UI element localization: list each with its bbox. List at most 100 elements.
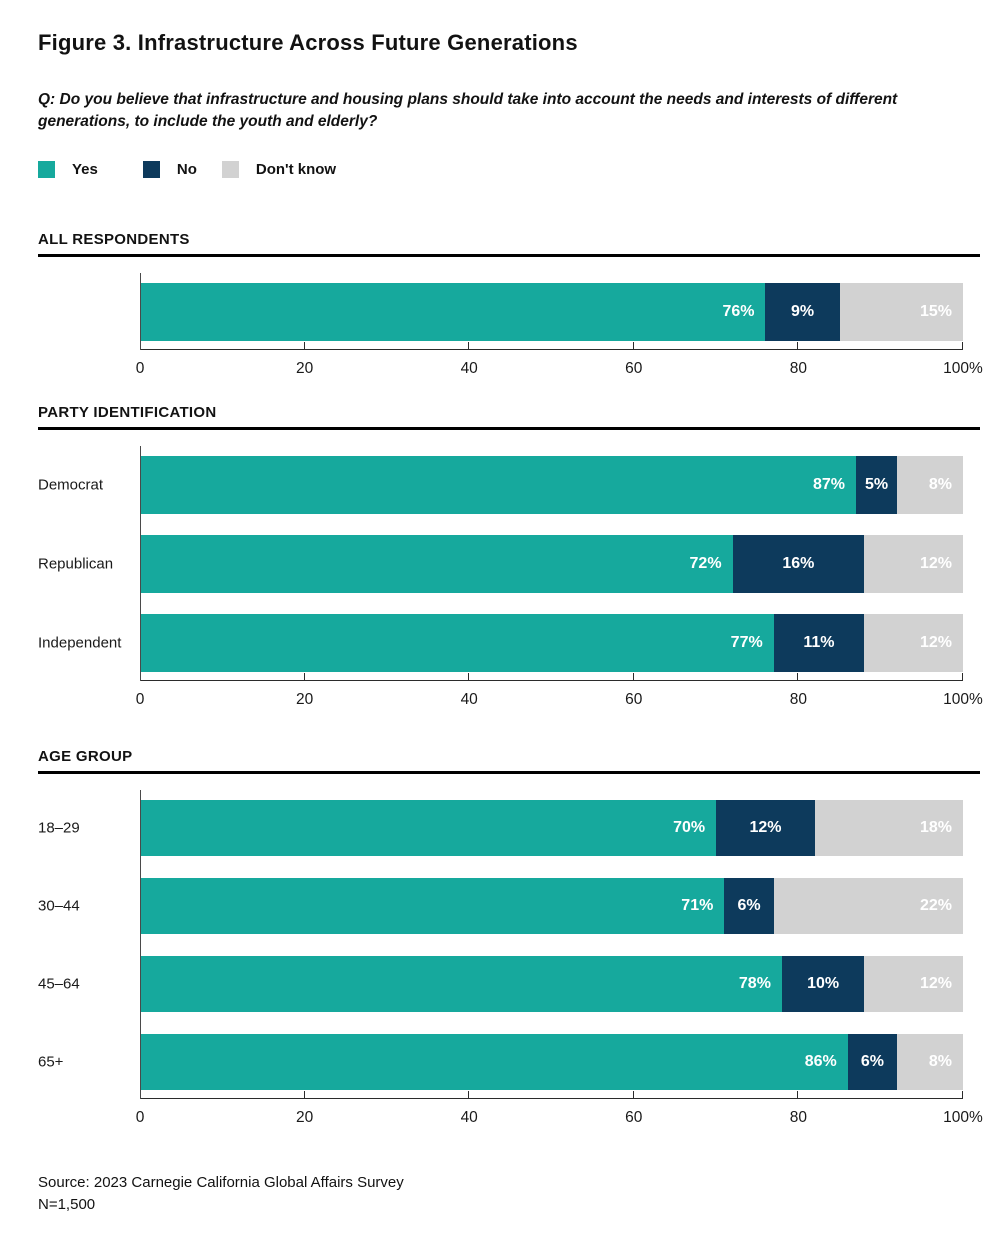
section-header-age-group: AGE GROUP xyxy=(38,747,133,765)
legend: Yes No Don't know xyxy=(38,160,980,178)
bar-row: Independent 77% 11% 12% xyxy=(38,613,963,672)
axis-tick-label: 40 xyxy=(460,359,478,377)
row-label: 65+ xyxy=(38,1053,64,1071)
axis-tick-label: 60 xyxy=(625,1108,643,1126)
segment-yes: 71% xyxy=(140,877,725,934)
axis-tick xyxy=(632,341,634,350)
segment-yes: 72% xyxy=(140,534,733,593)
section-rule xyxy=(38,253,980,257)
legend-swatch-yes xyxy=(38,160,55,178)
legend-swatch-dont-know xyxy=(221,160,239,178)
y-axis-line xyxy=(140,789,141,1099)
segment-no: 16% xyxy=(732,534,865,593)
bar-rows: 76% 9% 15% xyxy=(140,282,963,341)
axis-tick xyxy=(303,1090,305,1099)
axis-tick-label: 80 xyxy=(789,359,808,377)
axis-tick-label: 60 xyxy=(625,690,643,708)
segment-value-label: 12% xyxy=(749,818,782,836)
axis-tick xyxy=(797,672,799,681)
segment-don-t-know: 12% xyxy=(864,613,963,672)
segment-don-t-know: 8% xyxy=(897,455,963,514)
bar-row: 45–64 78% 10% 12% xyxy=(38,955,963,1012)
bar-row: Democrat 87% 5% 8% xyxy=(38,455,963,514)
segment-value-label: 76% xyxy=(722,302,755,320)
segment-value-label: 87% xyxy=(812,475,845,493)
axis-tick xyxy=(468,341,470,350)
section-rule xyxy=(38,426,980,430)
segment-value-label: 5% xyxy=(865,475,889,493)
bar-rows: Democrat 87% 5% 8% Republican 72% 16% 12% Indepe… xyxy=(38,455,963,672)
axis-tick-label: 100% xyxy=(943,359,983,377)
segment-no: 6% xyxy=(724,877,774,934)
legend-swatch-no xyxy=(142,160,160,178)
axis-tick-label: 20 xyxy=(295,690,314,708)
segment-value-label: 22% xyxy=(919,896,952,914)
segment-value-label: 18% xyxy=(919,818,952,836)
segment-don-t-know: 22% xyxy=(773,877,963,934)
legend-item-no: No xyxy=(142,160,197,178)
segment-value-label: 9% xyxy=(790,302,815,320)
axis-tick xyxy=(962,672,963,681)
axis-tick-label: 60 xyxy=(625,359,643,377)
segment-don-t-know: 8% xyxy=(897,1033,963,1090)
segment-value-label: 71% xyxy=(681,896,714,914)
figure-title: Figure 3. Infrastructure Across Future G… xyxy=(38,30,578,55)
segment-value-label: 86% xyxy=(804,1052,837,1070)
y-axis-line xyxy=(140,445,141,681)
row-label: Democrat xyxy=(38,476,104,494)
segment-yes: 70% xyxy=(140,799,717,856)
legend-label-no: No xyxy=(176,160,197,178)
legend-item-yes: Yes xyxy=(38,160,98,178)
section-header-party-identification: PARTY IDENTIFICATION xyxy=(38,403,217,421)
segment-value-label: 6% xyxy=(860,1052,885,1070)
bar-row: 65+ 86% 6% 8% xyxy=(38,1033,963,1090)
chart-age-group: 18–29 70% 12% 18% 30–44 71% 6% 22% 45–64 78% 10% 12… xyxy=(38,789,983,1132)
legend-label-dont-know: Don't know xyxy=(255,160,337,178)
axis-tick xyxy=(962,341,963,350)
segment-value-label: 12% xyxy=(919,974,952,992)
segment-no: 12% xyxy=(716,799,815,856)
segment-value-label: 78% xyxy=(738,974,771,992)
axis-tick xyxy=(632,672,634,681)
segment-value-label: 12% xyxy=(919,554,952,572)
segment-no: 6% xyxy=(847,1033,898,1090)
segment-value-label: 12% xyxy=(919,633,952,651)
axis-tick-label: 20 xyxy=(295,359,314,377)
source-text: Source: 2023 Carnegie California Global … xyxy=(38,1173,404,1191)
axis-tick-label: 20 xyxy=(295,1108,314,1126)
segment-don-t-know: 12% xyxy=(864,534,963,593)
bar-row: Republican 72% 16% 12% xyxy=(38,534,963,593)
row-label: Republican xyxy=(38,555,114,573)
axis-tick-label: 0 xyxy=(135,690,145,708)
axis-tick-label: 80 xyxy=(789,1108,808,1126)
segment-yes: 87% xyxy=(140,455,856,514)
x-axis: 0 20 40 60 80 100% xyxy=(136,1090,983,1132)
axis-tick-label: 40 xyxy=(460,1108,478,1126)
segment-no: 5% xyxy=(856,455,898,514)
source-block: Source: 2023 Carnegie California Global … xyxy=(38,1172,980,1216)
segment-no: 11% xyxy=(773,613,865,672)
axis-tick xyxy=(797,1090,799,1099)
segment-no: 9% xyxy=(765,282,840,341)
axis-tick-label: 100% xyxy=(943,690,983,708)
segment-value-label: 16% xyxy=(782,554,815,572)
axis-tick-label: 80 xyxy=(789,690,808,708)
x-axis: 0 20 40 60 80 100% xyxy=(136,341,983,383)
segment-value-label: 10% xyxy=(807,974,840,992)
axis-tick-label: 100% xyxy=(943,1108,983,1126)
chart-party-identification: Democrat 87% 5% 8% Republican 72% 16% 12% Indepe… xyxy=(38,445,983,714)
axis-tick-label: 0 xyxy=(135,359,145,377)
segment-value-label: 6% xyxy=(737,896,761,914)
segment-value-label: 8% xyxy=(928,475,952,493)
y-axis-line xyxy=(140,272,141,350)
segment-value-label: 70% xyxy=(673,818,706,836)
sample-size: N=1,500 xyxy=(38,1195,96,1213)
section-rule xyxy=(38,770,980,774)
segment-value-label: 77% xyxy=(730,633,763,651)
axis-tick xyxy=(303,672,305,681)
segment-yes: 78% xyxy=(140,955,782,1012)
segment-value-label: 11% xyxy=(803,633,835,651)
segment-yes: 76% xyxy=(140,282,766,341)
segment-don-t-know: 18% xyxy=(814,799,963,856)
row-label: 45–64 xyxy=(38,975,80,993)
